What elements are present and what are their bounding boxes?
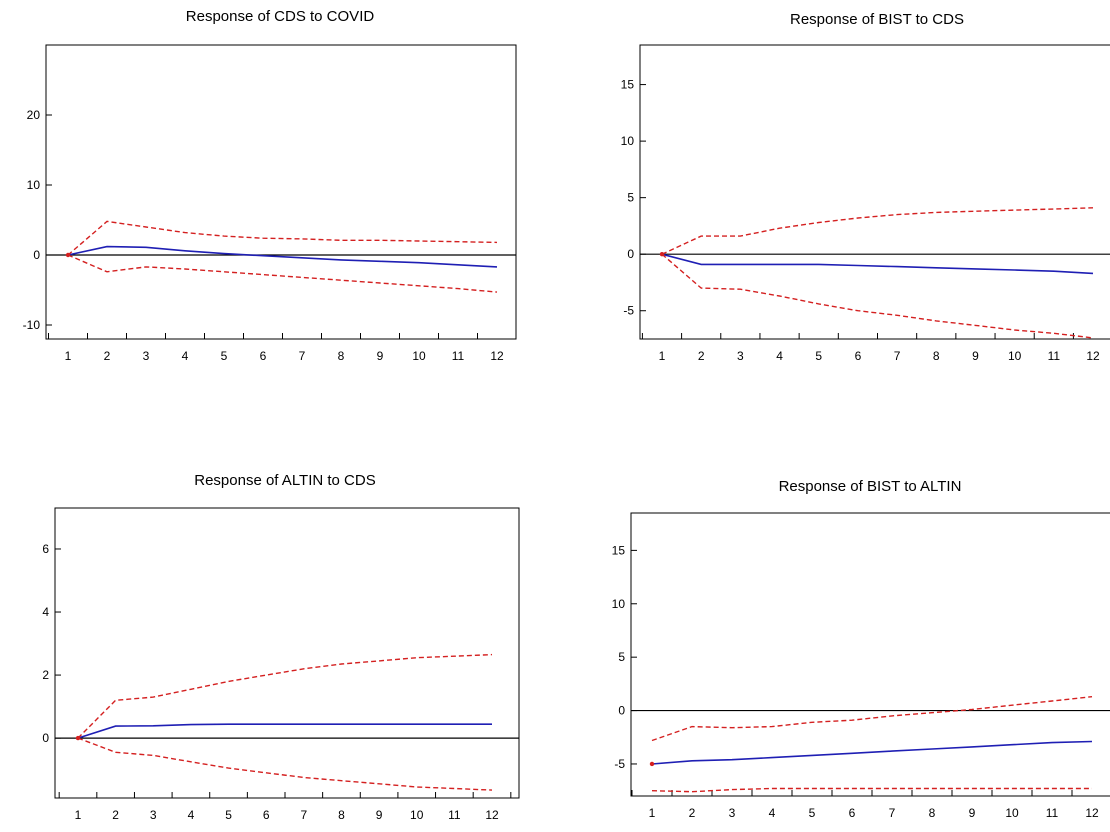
x-tick-label: 12	[485, 808, 499, 822]
x-tick-label: 7	[889, 806, 896, 820]
x-tick-label: 6	[260, 349, 267, 363]
y-tick-label: 10	[612, 597, 626, 611]
x-tick-label: 11	[448, 808, 461, 822]
x-tick-label: 4	[188, 808, 195, 822]
x-tick-label: 10	[1005, 806, 1019, 820]
x-tick-label: 1	[659, 349, 666, 363]
lower-band-line	[651, 787, 1092, 793]
response-line	[661, 253, 1094, 275]
x-tick-label: 3	[729, 806, 736, 820]
x-tick-label: 11	[1046, 806, 1059, 820]
chart-title: Response of CDS to COVID	[186, 8, 375, 25]
x-tick-label: 4	[769, 806, 776, 820]
x-tick-label: 4	[182, 349, 189, 363]
lower-band-line	[661, 253, 1094, 339]
x-tick-label: 12	[490, 349, 504, 363]
x-tick-label: 12	[1085, 806, 1099, 820]
start-point	[75, 735, 81, 741]
upper-band-line	[651, 696, 1093, 742]
y-tick-label: 0	[42, 731, 49, 745]
x-tick-label: 8	[338, 808, 345, 822]
x-tick-label: 2	[689, 806, 696, 820]
x-tick-label: 5	[221, 349, 228, 363]
x-tick-label: 7	[300, 808, 307, 822]
start-point	[649, 761, 655, 767]
x-tick-label: 10	[412, 349, 426, 363]
y-tick-label: 5	[618, 650, 625, 664]
y-tick-label: 0	[618, 704, 625, 718]
x-tick-label: 8	[338, 349, 345, 363]
x-tick-label: 2	[104, 349, 111, 363]
y-tick-label: 0	[33, 248, 40, 262]
x-tick-label: 9	[377, 349, 384, 363]
response-line	[77, 723, 492, 739]
upper-band-line	[661, 207, 1094, 255]
x-tick-label: 9	[376, 808, 383, 822]
x-tick-label: 8	[929, 806, 936, 820]
x-tick-label: 3	[737, 349, 744, 363]
x-tick-label: 3	[143, 349, 150, 363]
x-tick-label: 6	[263, 808, 270, 822]
y-tick-label: 5	[627, 191, 634, 205]
y-tick-label: 10	[27, 178, 41, 192]
x-tick-label: 9	[969, 806, 976, 820]
x-tick-label: 2	[698, 349, 705, 363]
y-tick-label: -10	[23, 318, 41, 332]
upper-band-line	[77, 653, 493, 739]
x-tick-label: 2	[112, 808, 119, 822]
chart-title: Response of BIST to CDS	[790, 11, 964, 28]
x-tick-label: 11	[452, 349, 465, 363]
plot-frame	[45, 44, 517, 340]
lower-band-line	[67, 254, 498, 293]
response-line	[67, 245, 498, 268]
y-tick-label: 4	[42, 605, 49, 619]
response-line	[651, 740, 1093, 765]
x-tick-label: 3	[150, 808, 157, 822]
y-tick-label: 15	[621, 78, 635, 92]
y-tick-label: 20	[27, 108, 41, 122]
x-tick-label: 4	[776, 349, 783, 363]
x-tick-label: 5	[809, 806, 816, 820]
x-tick-label: 6	[855, 349, 862, 363]
lower-band-line	[77, 737, 493, 791]
y-tick-label: -5	[614, 757, 625, 771]
x-tick-label: 1	[75, 808, 82, 822]
x-tick-label: 8	[933, 349, 940, 363]
start-point	[65, 252, 71, 258]
x-tick-label: 9	[972, 349, 979, 363]
plot-frame	[639, 44, 1110, 340]
x-tick-label: 10	[1008, 349, 1022, 363]
y-tick-label: 2	[42, 668, 49, 682]
x-tick-label: 1	[65, 349, 72, 363]
plot-frame	[630, 512, 1110, 797]
y-tick-label: 6	[42, 542, 49, 556]
x-tick-label: 10	[410, 808, 424, 822]
x-tick-label: 11	[1048, 349, 1061, 363]
y-tick-label: 0	[627, 247, 634, 261]
x-tick-label: 12	[1086, 349, 1100, 363]
x-tick-label: 6	[849, 806, 856, 820]
start-point	[659, 251, 665, 257]
x-tick-label: 5	[225, 808, 232, 822]
y-tick-label: -5	[623, 304, 634, 318]
chart-title: Response of ALTIN to CDS	[194, 472, 375, 489]
y-tick-label: 10	[621, 134, 635, 148]
x-tick-label: 7	[299, 349, 306, 363]
upper-band-line	[67, 220, 498, 256]
chart-title: Response of BIST to ALTIN	[779, 478, 962, 495]
plot-frame	[54, 507, 520, 799]
y-tick-label: 15	[612, 543, 626, 557]
x-tick-label: 5	[815, 349, 822, 363]
x-tick-label: 1	[649, 806, 656, 820]
x-tick-label: 7	[894, 349, 901, 363]
